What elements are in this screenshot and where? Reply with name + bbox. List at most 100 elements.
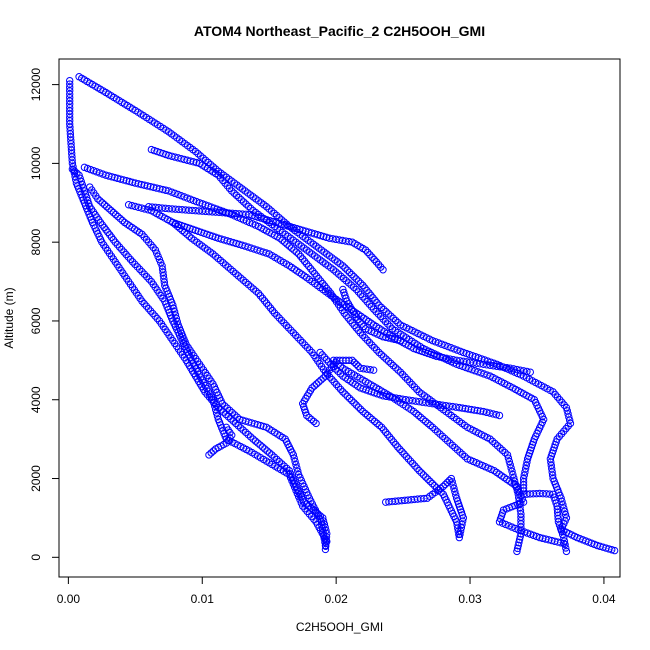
- data-point: [449, 481, 457, 489]
- plot-area: [66, 73, 619, 556]
- data-point: [85, 199, 93, 208]
- data-point: [352, 275, 360, 283]
- data-point: [339, 274, 348, 283]
- data-point: [367, 302, 376, 311]
- data-point: [359, 281, 367, 290]
- data-point: [384, 320, 392, 328]
- data-point: [118, 245, 126, 254]
- data-point: [292, 248, 301, 256]
- data-point: [258, 443, 267, 451]
- data-point: [284, 324, 293, 332]
- data-point: [387, 312, 395, 320]
- data-point: [244, 280, 253, 289]
- data-point: [289, 329, 298, 337]
- data-point: [428, 423, 437, 432]
- data-point: [419, 471, 428, 479]
- data-point: [78, 180, 87, 189]
- data-point: [298, 255, 307, 263]
- data-point: [413, 385, 421, 394]
- data-point: [365, 338, 374, 347]
- data-point: [229, 267, 237, 276]
- data-point: [396, 336, 405, 345]
- data-point: [394, 366, 402, 374]
- data-point: [244, 202, 253, 210]
- data-point: [124, 201, 133, 209]
- data-point: [560, 504, 568, 512]
- data-point: [285, 242, 293, 250]
- data-point: [113, 240, 122, 249]
- data-point: [559, 501, 567, 509]
- data-point: [334, 383, 343, 391]
- data-point: [100, 223, 108, 232]
- data-point: [412, 409, 420, 418]
- data-point: [128, 201, 136, 210]
- data-point: [256, 441, 264, 449]
- data-point: [265, 205, 273, 213]
- data-point: [263, 447, 271, 455]
- data-point: [236, 415, 244, 424]
- data-point: [391, 316, 400, 325]
- data-point: [312, 380, 321, 388]
- data-point: [212, 409, 221, 417]
- data-point: [370, 255, 378, 264]
- data-point: [133, 263, 142, 271]
- data-point: [363, 286, 371, 295]
- y-tick-label: 10000: [29, 146, 43, 180]
- data-point: [372, 307, 380, 316]
- data-point: [373, 299, 381, 307]
- data-point: [306, 346, 314, 354]
- data-point: [124, 253, 132, 261]
- data-point: [290, 246, 298, 254]
- data-point: [111, 210, 120, 219]
- data-point: [142, 302, 151, 310]
- data-point: [392, 440, 400, 449]
- data-point: [433, 428, 442, 436]
- data-point: [196, 152, 205, 160]
- data-point: [307, 415, 316, 424]
- data-point: [361, 334, 369, 342]
- data-point: [265, 449, 274, 457]
- data-point: [348, 356, 356, 365]
- data-point: [199, 154, 207, 162]
- data-point: [389, 314, 397, 323]
- data-point: [399, 370, 407, 379]
- data-point: [296, 252, 305, 261]
- data-point: [369, 294, 377, 302]
- data-point: [448, 478, 456, 486]
- data-point: [151, 312, 159, 320]
- data-point: [336, 370, 345, 378]
- data-point: [523, 367, 531, 376]
- data-point: [315, 378, 323, 386]
- data-point: [354, 403, 363, 411]
- data-point: [230, 189, 238, 197]
- data-point: [339, 388, 347, 396]
- data-point: [224, 263, 232, 271]
- data-point: [332, 268, 340, 276]
- data-point: [320, 531, 328, 540]
- data-point: [449, 355, 458, 364]
- data-point: [443, 437, 452, 445]
- data-point: [415, 466, 423, 475]
- data-point: [562, 547, 571, 556]
- data-point: [344, 314, 352, 322]
- data-point: [147, 307, 155, 315]
- data-point: [244, 430, 252, 439]
- data-point: [171, 311, 180, 319]
- data-point: [320, 353, 329, 361]
- data-point: [256, 292, 265, 300]
- data-point: [441, 480, 449, 489]
- data-point: [360, 322, 368, 331]
- data-point: [291, 457, 299, 466]
- x-axis-label: C2H5OOH_GMI: [296, 620, 383, 634]
- data-point: [394, 443, 402, 451]
- data-point: [300, 257, 309, 266]
- data-series: [339, 285, 405, 345]
- data-point: [234, 272, 242, 280]
- data-point: [366, 366, 374, 374]
- data-point: [322, 355, 331, 364]
- data-point: [303, 260, 311, 268]
- data-point: [442, 354, 451, 363]
- data-point: [356, 329, 364, 337]
- data-point: [296, 336, 305, 344]
- data-point: [366, 413, 374, 422]
